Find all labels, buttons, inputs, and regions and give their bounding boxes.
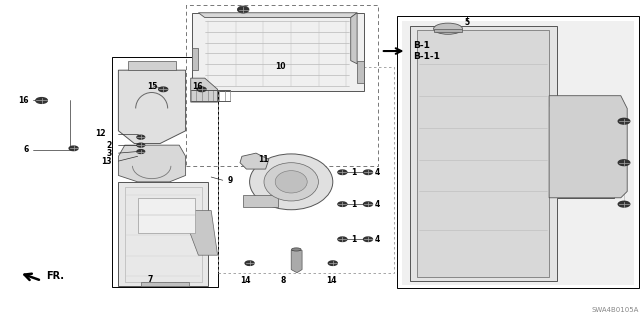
Polygon shape: [549, 96, 627, 198]
Ellipse shape: [434, 23, 463, 34]
Circle shape: [36, 98, 47, 103]
Polygon shape: [118, 70, 186, 144]
Polygon shape: [417, 30, 607, 277]
Circle shape: [338, 237, 347, 241]
Circle shape: [137, 143, 145, 147]
Polygon shape: [118, 145, 186, 182]
Text: 9: 9: [227, 176, 232, 185]
Circle shape: [364, 237, 372, 241]
Text: FR.: FR.: [46, 271, 64, 281]
Circle shape: [238, 7, 248, 12]
Text: 11: 11: [259, 155, 269, 164]
Ellipse shape: [237, 6, 249, 13]
Ellipse shape: [292, 248, 301, 251]
Circle shape: [364, 170, 372, 174]
Bar: [138, 198, 195, 233]
Polygon shape: [434, 29, 462, 32]
Polygon shape: [128, 61, 176, 70]
Text: 1: 1: [351, 235, 356, 244]
Text: 4: 4: [374, 200, 380, 209]
Polygon shape: [357, 61, 364, 83]
Text: 4: 4: [374, 235, 380, 244]
Text: 1: 1: [351, 200, 356, 209]
Text: 12: 12: [95, 130, 106, 138]
Polygon shape: [192, 13, 364, 91]
Text: 5: 5: [465, 18, 470, 27]
Ellipse shape: [264, 163, 319, 201]
Circle shape: [364, 202, 372, 206]
Circle shape: [197, 87, 206, 92]
Polygon shape: [243, 195, 278, 207]
Text: 14: 14: [240, 276, 250, 285]
Polygon shape: [186, 211, 218, 255]
Text: 16: 16: [192, 82, 202, 91]
Circle shape: [159, 87, 168, 92]
Text: 10: 10: [275, 63, 285, 71]
Circle shape: [618, 201, 630, 207]
Circle shape: [328, 261, 337, 265]
Text: B-1
B-1-1: B-1 B-1-1: [413, 41, 440, 62]
Bar: [397, 16, 639, 288]
Polygon shape: [410, 26, 614, 281]
Polygon shape: [291, 250, 302, 273]
Circle shape: [618, 118, 630, 124]
Circle shape: [137, 150, 145, 153]
Text: 6: 6: [24, 145, 29, 154]
Bar: [125, 187, 202, 282]
Circle shape: [338, 202, 347, 206]
Text: 2: 2: [107, 141, 112, 150]
Polygon shape: [198, 13, 357, 18]
Text: SWA4B0105A: SWA4B0105A: [591, 307, 639, 313]
Text: 14: 14: [326, 276, 337, 285]
Text: 7: 7: [147, 275, 152, 284]
Text: 16: 16: [19, 96, 29, 105]
Polygon shape: [191, 78, 218, 102]
Text: 15: 15: [147, 82, 157, 91]
Polygon shape: [192, 48, 198, 70]
Circle shape: [137, 135, 145, 139]
Circle shape: [245, 261, 254, 265]
Circle shape: [618, 160, 630, 166]
Bar: [218, 67, 394, 273]
Bar: [112, 57, 218, 287]
Text: 4: 4: [374, 168, 380, 177]
Ellipse shape: [250, 154, 333, 210]
Ellipse shape: [275, 171, 307, 193]
Bar: [186, 5, 378, 166]
Polygon shape: [240, 153, 269, 169]
Text: 8: 8: [280, 276, 285, 285]
Text: 3: 3: [107, 149, 112, 158]
Circle shape: [338, 170, 347, 174]
Polygon shape: [141, 282, 189, 286]
Polygon shape: [118, 182, 208, 286]
Circle shape: [69, 146, 78, 151]
Text: 1: 1: [351, 168, 356, 177]
Polygon shape: [402, 21, 634, 285]
Text: 13: 13: [102, 157, 112, 166]
Polygon shape: [351, 13, 357, 64]
